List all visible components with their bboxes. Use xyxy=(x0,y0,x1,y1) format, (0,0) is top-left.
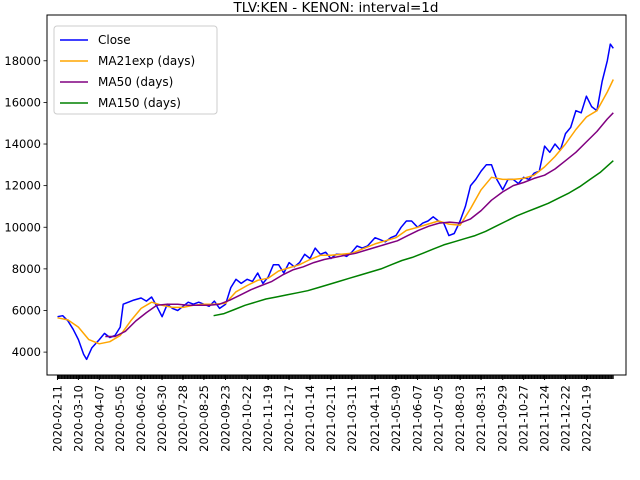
legend-label: MA50 (days) xyxy=(98,75,173,89)
legend-label: MA150 (days) xyxy=(98,96,181,110)
y-tick-label: 12000 xyxy=(4,179,41,193)
x-tick-label: 2021-06-07 xyxy=(411,385,425,452)
x-tick-label: 2021-10-27 xyxy=(517,385,531,452)
x-tick-label: 2020-06-02 xyxy=(134,385,148,452)
x-axis: 2020-02-11 2020-03-10 2020-04-07 2020-05-05… xyxy=(51,375,614,452)
series-line-2 xyxy=(105,112,614,338)
x-tick-label: 2021-07-05 xyxy=(432,385,446,452)
x-tick-label: 2020-06-30 xyxy=(155,385,169,452)
x-tick-label: 2020-09-23 xyxy=(219,385,233,452)
x-tick-label: 2021-01-14 xyxy=(303,385,317,452)
y-tick-label: 10000 xyxy=(4,220,41,234)
y-tick-label: 6000 xyxy=(12,303,41,317)
x-tick-label: 2021-02-11 xyxy=(324,385,338,452)
y-tick-label: 18000 xyxy=(4,54,41,68)
x-tick-label: 2020-08-25 xyxy=(197,385,211,452)
x-tick-label: 2022-01-19 xyxy=(579,385,593,452)
x-tick-label: 2020-02-11 xyxy=(51,385,65,452)
y-tick-label: 14000 xyxy=(4,137,41,151)
y-tick-label: 8000 xyxy=(12,262,41,276)
series-line-1 xyxy=(57,79,614,345)
x-tick-label: 2021-04-11 xyxy=(368,385,382,452)
x-tick-label: 2020-12-17 xyxy=(282,385,296,452)
y-tick-label: 16000 xyxy=(4,95,41,109)
legend-label: Close xyxy=(98,33,131,47)
x-tick-label: 2021-03-11 xyxy=(345,385,359,452)
x-tick-label: 2020-10-22 xyxy=(240,385,254,452)
plot-lines xyxy=(57,43,614,361)
x-tick-label: 2020-04-07 xyxy=(92,385,106,452)
series-line-3 xyxy=(213,160,614,317)
x-tick-label: 2020-07-28 xyxy=(176,385,190,452)
chart-title: TLV:KEN - KENON: interval=1d xyxy=(233,0,439,16)
x-tick-label: 2021-08-03 xyxy=(453,385,467,452)
x-tick-label: 2021-08-31 xyxy=(474,385,488,452)
legend-label: MA21exp (days) xyxy=(98,54,195,68)
y-axis: 4000 6000 8000 10000 12000 14000 16000 18000 xyxy=(4,54,47,359)
legend: Close MA21exp (days) MA50 (days) MA150 (day… xyxy=(53,25,218,115)
x-tick-label: 2020-05-05 xyxy=(113,385,127,452)
x-tick-label: 2021-05-09 xyxy=(389,385,403,452)
x-tick-label: 2020-11-19 xyxy=(261,385,275,452)
x-tick-label: 2021-11-24 xyxy=(538,385,552,452)
x-tick-label: 2021-12-22 xyxy=(559,385,573,452)
y-tick-label: 4000 xyxy=(12,345,41,359)
x-tick-label: 2021-09-29 xyxy=(496,385,510,452)
x-tick-label: 2020-03-10 xyxy=(71,385,85,452)
legend-box xyxy=(53,25,218,115)
